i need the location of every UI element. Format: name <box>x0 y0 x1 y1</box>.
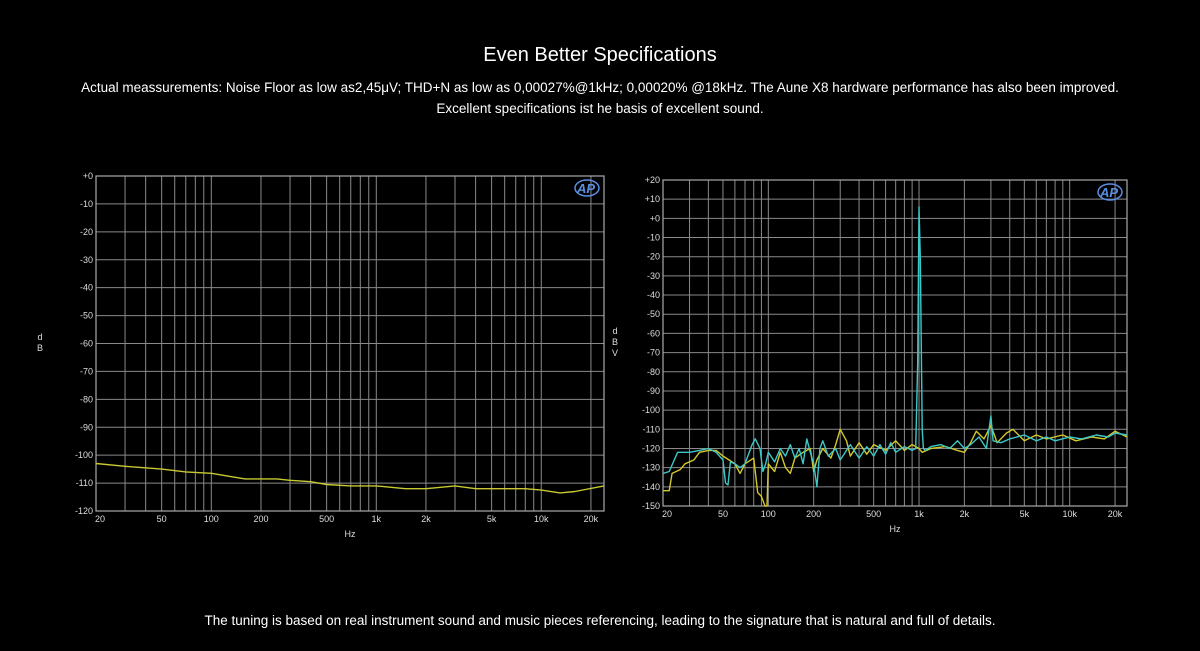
x-tick-label: 10k <box>1062 509 1077 519</box>
x-tick-label: 10k <box>534 514 549 524</box>
y-tick-label: -90 <box>647 386 660 396</box>
y-tick-label: -90 <box>80 422 93 432</box>
y-tick-label: -120 <box>75 506 93 516</box>
x-tick-label: 20k <box>584 514 599 524</box>
series-line-cyan <box>662 206 1128 488</box>
ap-logo-ring <box>1097 183 1123 201</box>
x-tick-label: 5k <box>1020 509 1030 519</box>
x-tick-label: 500 <box>866 509 881 519</box>
x-tick-label: 2k <box>421 514 431 524</box>
series-line-ch1 <box>95 462 605 494</box>
y-tick-label: -80 <box>647 367 660 377</box>
footer-text: The tuning is based on real instrument s… <box>204 613 996 628</box>
spec-summary-2: Excellent specifications ist he basis of… <box>436 101 764 116</box>
y-tick-label: -60 <box>647 328 660 338</box>
y-tick-label: -150 <box>642 501 660 511</box>
x-axis-label: Hz <box>890 524 901 534</box>
y-tick-label: -10 <box>647 233 660 243</box>
y-tick-label: -110 <box>76 478 93 488</box>
plot-frame <box>95 175 605 512</box>
y-tick-label: +0 <box>83 171 93 181</box>
x-tick-label: 100 <box>761 509 776 519</box>
y-tick-label: -70 <box>647 348 660 358</box>
x-tick-label: 50 <box>718 509 728 519</box>
y-tick-label: -110 <box>643 424 660 434</box>
y-tick-label: +20 <box>645 175 660 185</box>
x-tick-label: 1k <box>372 514 382 524</box>
series-line-yellow <box>663 424 1128 507</box>
ap-logo-text: AP <box>576 181 595 196</box>
page-title: Even Better Specifications <box>483 44 717 66</box>
y-tick-label: -10 <box>80 199 93 209</box>
y-tick-label: -40 <box>647 290 660 300</box>
y-tick-label: -20 <box>80 227 93 237</box>
x-tick-label: 200 <box>253 514 268 524</box>
y-tick-label: -120 <box>642 443 660 453</box>
y-tick-label: -100 <box>642 405 660 415</box>
chart-1: +0 -10 -20 -30 -40 -50 -60 -70 -80 -90 -100 -110 -12… <box>75 171 605 539</box>
x-tick-label: 200 <box>806 509 821 519</box>
y-tick-label: +0 <box>650 213 660 223</box>
x-tick-label: 1k <box>914 509 924 519</box>
ap-logo-ring <box>574 179 600 197</box>
spec-summary: Actual meassurements: Noise Floor as low… <box>81 80 1119 95</box>
plot-frame <box>662 179 1128 507</box>
ap-logo: AP <box>1097 183 1123 201</box>
x-tick-label: 2k <box>960 509 970 519</box>
y-tick-label: -30 <box>647 271 660 281</box>
x-tick-label: 50 <box>157 514 167 524</box>
y-tick-label: -30 <box>80 255 93 265</box>
y-axis-label-chart-2: dBV <box>611 326 618 358</box>
x-tick-label: 500 <box>319 514 334 524</box>
x-tick-label: 20 <box>95 514 105 524</box>
y-tick-label: -140 <box>642 482 660 492</box>
y-tick-label: -20 <box>647 252 660 262</box>
ap-logo: AP <box>574 179 600 197</box>
x-axis-label: Hz <box>345 529 356 539</box>
x-tick-label: 5k <box>487 514 497 524</box>
y-tick-label: -70 <box>80 366 93 376</box>
y-tick-label: -60 <box>80 339 93 349</box>
x-tick-label: 100 <box>204 514 219 524</box>
y-axis-label-chart-1: dB <box>36 332 43 353</box>
y-tick-label: -50 <box>80 311 93 321</box>
y-tick-label: -100 <box>75 450 93 460</box>
y-tick-label: -80 <box>80 394 93 404</box>
ap-logo-text: AP <box>1099 185 1118 200</box>
x-tick-label: 20k <box>1108 509 1123 519</box>
y-tick-label: -130 <box>642 463 660 473</box>
y-tick-label: -50 <box>647 309 660 319</box>
y-tick-label: +10 <box>645 194 660 204</box>
y-tick-label: -40 <box>80 283 93 293</box>
chart-2: +20 +10 +0 -10 -20 -30 -40 -50 -60 -70 -80 -90 -100 -… <box>642 175 1128 534</box>
x-tick-label: 20 <box>662 509 672 519</box>
